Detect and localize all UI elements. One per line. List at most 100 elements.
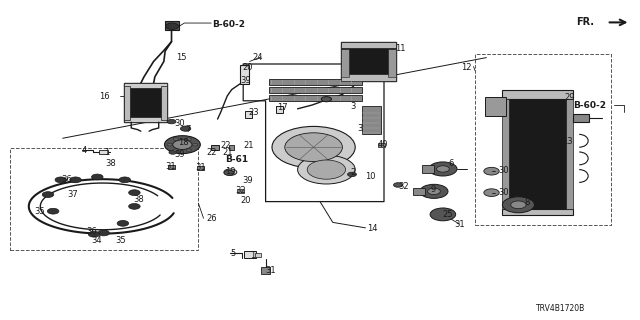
Text: 39: 39 <box>240 76 251 85</box>
Text: 12: 12 <box>461 63 471 72</box>
Text: 22: 22 <box>207 148 217 157</box>
Circle shape <box>173 149 179 151</box>
Circle shape <box>428 188 440 195</box>
Text: 19: 19 <box>225 167 236 176</box>
Text: 30: 30 <box>174 119 185 128</box>
Circle shape <box>173 140 192 149</box>
Circle shape <box>186 138 191 140</box>
Circle shape <box>272 126 355 168</box>
Circle shape <box>193 143 198 146</box>
Circle shape <box>129 204 140 209</box>
Circle shape <box>420 184 448 198</box>
Text: 36: 36 <box>61 175 72 184</box>
Text: 29: 29 <box>564 93 575 102</box>
Bar <box>10 148 198 250</box>
Circle shape <box>55 177 67 183</box>
Text: 25: 25 <box>443 210 453 219</box>
Circle shape <box>164 136 200 154</box>
Text: 14: 14 <box>367 224 377 233</box>
Text: 30: 30 <box>498 188 509 197</box>
Circle shape <box>430 208 456 221</box>
Text: 3: 3 <box>517 112 522 121</box>
Bar <box>573 114 589 122</box>
Circle shape <box>285 133 342 162</box>
Bar <box>341 42 396 48</box>
Text: 2: 2 <box>351 168 356 177</box>
Text: 36: 36 <box>86 227 97 236</box>
Bar <box>245 111 252 118</box>
Text: 39: 39 <box>242 176 253 185</box>
Circle shape <box>129 190 140 196</box>
Bar <box>255 253 261 257</box>
Bar <box>362 106 381 134</box>
Text: 26: 26 <box>206 214 217 223</box>
Text: 20: 20 <box>242 63 252 72</box>
Circle shape <box>47 208 59 214</box>
Text: 15: 15 <box>176 53 186 62</box>
Text: 31: 31 <box>266 266 276 275</box>
Circle shape <box>321 97 332 102</box>
Text: 32: 32 <box>398 182 409 191</box>
Circle shape <box>511 201 526 209</box>
Bar <box>161 86 167 120</box>
Text: 21: 21 <box>223 148 233 157</box>
Text: 37: 37 <box>67 190 78 199</box>
Bar <box>124 117 167 122</box>
Text: 35: 35 <box>115 236 126 245</box>
Bar <box>269 79 362 85</box>
Circle shape <box>394 183 403 187</box>
Text: 11: 11 <box>395 44 405 52</box>
Text: 8: 8 <box>525 198 530 207</box>
Circle shape <box>484 167 499 175</box>
Text: 13: 13 <box>562 137 573 146</box>
Text: 17: 17 <box>277 103 288 112</box>
Circle shape <box>307 160 346 179</box>
Text: 6: 6 <box>448 159 453 168</box>
Circle shape <box>429 162 457 176</box>
Text: B-60-2: B-60-2 <box>573 101 606 110</box>
Text: 31: 31 <box>195 163 206 172</box>
Text: 32: 32 <box>236 186 246 195</box>
Text: 31: 31 <box>165 162 176 171</box>
Circle shape <box>502 197 534 213</box>
Text: 7: 7 <box>186 125 191 134</box>
Text: 10: 10 <box>365 172 375 180</box>
Circle shape <box>167 143 172 146</box>
Bar <box>341 74 396 81</box>
Bar <box>502 90 573 99</box>
Text: 20: 20 <box>240 196 250 204</box>
Text: 28: 28 <box>554 144 564 153</box>
Text: B-61: B-61 <box>225 155 248 164</box>
Circle shape <box>484 189 499 196</box>
Bar <box>506 96 570 211</box>
Circle shape <box>88 231 100 237</box>
Text: 38: 38 <box>106 159 116 168</box>
Circle shape <box>186 149 191 151</box>
Bar <box>341 49 349 77</box>
Text: 22: 22 <box>221 141 231 150</box>
Text: 31: 31 <box>454 220 465 229</box>
Circle shape <box>92 174 103 180</box>
Bar <box>485 97 506 116</box>
Circle shape <box>173 138 179 140</box>
Bar <box>124 86 130 120</box>
Text: 38: 38 <box>133 195 144 204</box>
Circle shape <box>298 155 355 184</box>
Text: 24: 24 <box>253 53 263 62</box>
Text: 40: 40 <box>378 140 388 149</box>
Text: FR.: FR. <box>576 17 594 28</box>
Bar <box>244 251 256 258</box>
Bar <box>378 143 385 147</box>
Bar <box>502 99 509 209</box>
Bar <box>124 83 167 88</box>
Circle shape <box>117 220 129 226</box>
Bar <box>240 65 249 84</box>
Bar <box>566 99 573 209</box>
Bar <box>388 49 396 77</box>
Text: 3: 3 <box>357 124 362 133</box>
Text: 9: 9 <box>430 185 435 194</box>
Text: 16: 16 <box>99 92 110 100</box>
Circle shape <box>42 192 54 197</box>
Bar <box>168 165 175 169</box>
Circle shape <box>180 126 191 131</box>
